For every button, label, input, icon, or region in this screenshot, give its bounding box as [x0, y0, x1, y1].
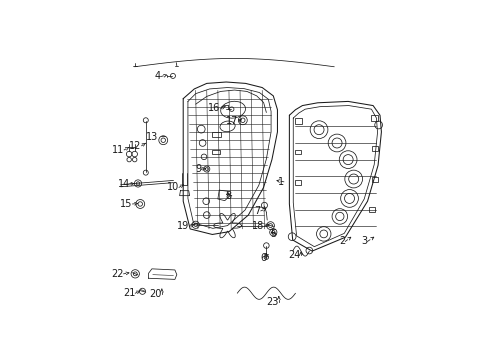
Bar [295, 150, 301, 154]
Text: 14: 14 [118, 179, 130, 189]
Bar [372, 146, 378, 151]
Text: 13: 13 [146, 132, 158, 143]
Text: 22: 22 [111, 269, 123, 279]
Bar [369, 207, 375, 212]
Text: 9: 9 [195, 164, 201, 174]
Text: 2: 2 [339, 237, 345, 246]
Text: 17: 17 [226, 116, 239, 126]
Text: 5: 5 [270, 229, 276, 239]
Text: 15: 15 [120, 199, 132, 209]
Text: 7: 7 [255, 206, 261, 216]
Bar [212, 150, 220, 154]
Text: 6: 6 [260, 253, 267, 263]
Text: 16: 16 [208, 103, 220, 113]
Text: 23: 23 [267, 297, 279, 307]
Text: 20: 20 [149, 289, 162, 299]
Bar [295, 118, 302, 123]
Text: 3: 3 [362, 237, 368, 246]
Text: 4: 4 [155, 72, 161, 81]
Text: 18: 18 [252, 221, 265, 231]
Text: 21: 21 [123, 288, 135, 298]
Text: 10: 10 [167, 183, 179, 192]
Text: 8: 8 [225, 191, 232, 201]
Text: 24: 24 [289, 250, 301, 260]
Bar [295, 180, 301, 185]
Bar [371, 115, 378, 121]
Text: 19: 19 [177, 221, 190, 231]
Text: 1: 1 [278, 177, 284, 187]
Text: 12: 12 [129, 141, 142, 151]
Bar [212, 132, 220, 138]
Text: 11: 11 [112, 145, 124, 155]
Bar [372, 177, 378, 182]
